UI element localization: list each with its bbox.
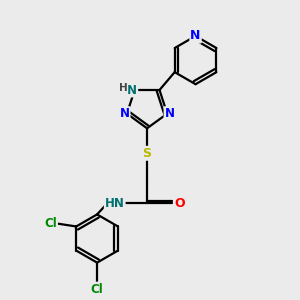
Text: N: N [190,29,201,43]
Text: O: O [174,197,185,210]
Text: N: N [120,107,130,120]
Text: HN: HN [105,197,125,210]
Text: Cl: Cl [44,217,57,230]
Text: H: H [119,83,128,93]
Text: N: N [127,83,137,97]
Text: S: S [142,147,152,160]
Text: N: N [164,107,175,120]
Text: Cl: Cl [91,283,103,296]
